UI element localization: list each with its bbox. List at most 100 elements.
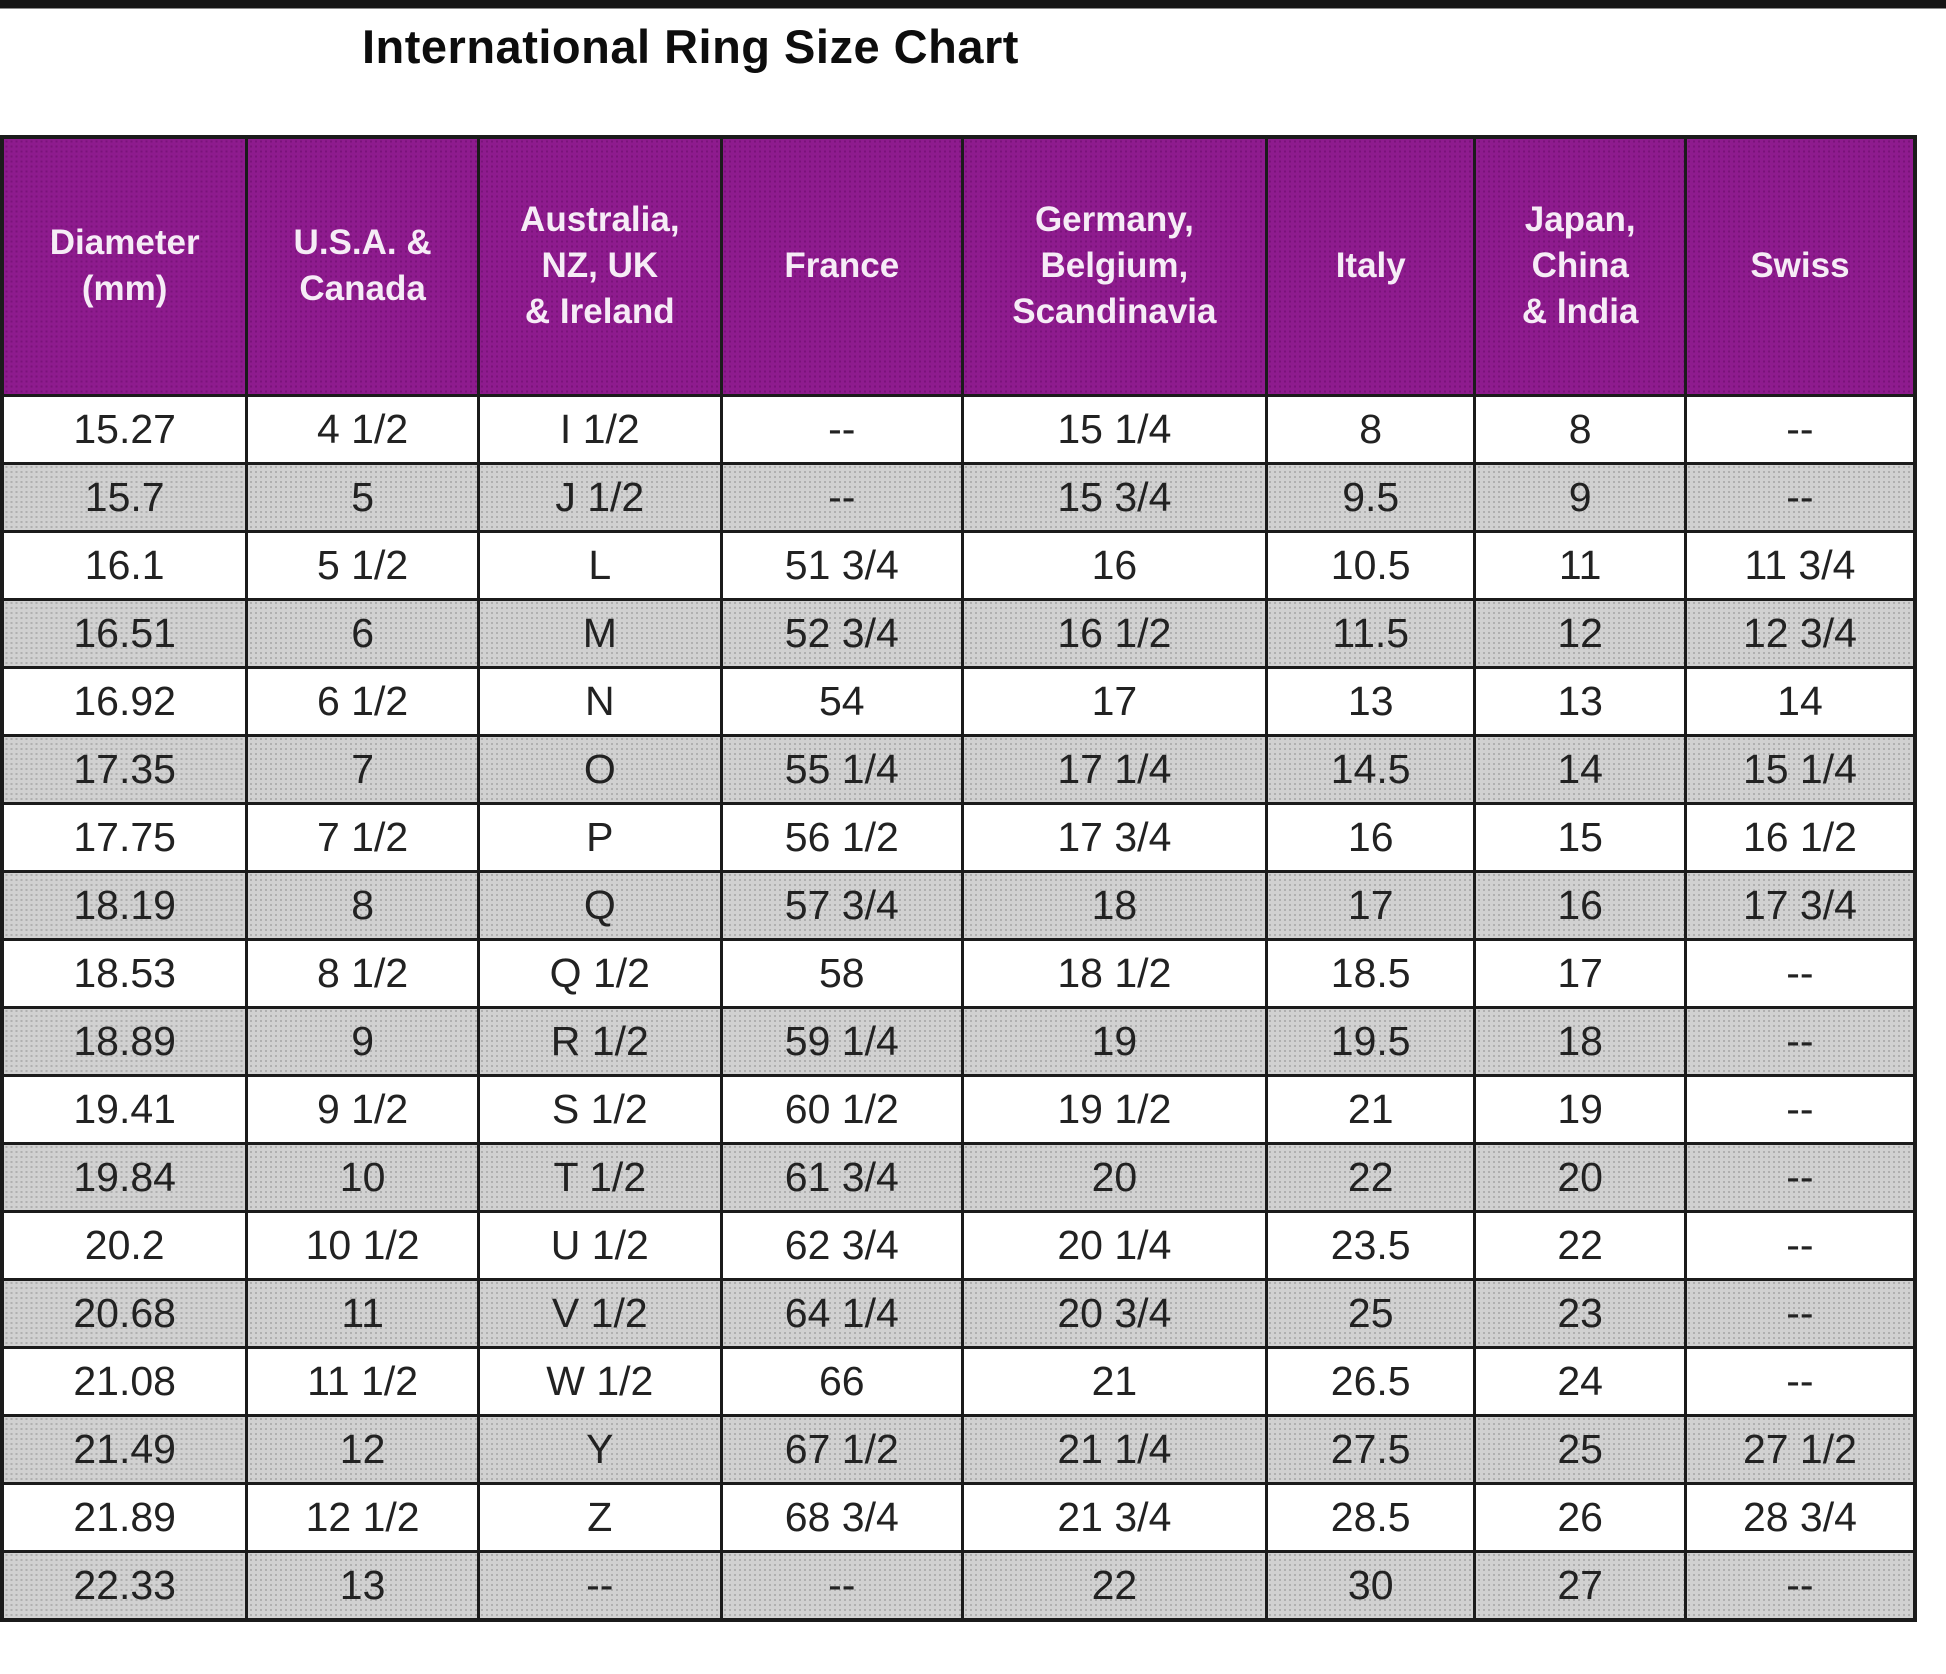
cell: 5 1/2 xyxy=(245,529,480,601)
cell: -- xyxy=(1683,937,1917,1009)
cell: 22 xyxy=(1264,1141,1477,1213)
cell: 15 3/4 xyxy=(960,461,1268,533)
cell: 17 xyxy=(1264,869,1477,941)
cell: 56 1/2 xyxy=(719,801,964,873)
cell: -- xyxy=(1683,1549,1917,1622)
cell: 17.75 xyxy=(0,801,249,873)
cell: 64 1/4 xyxy=(719,1277,964,1349)
cell: 21 1/4 xyxy=(960,1413,1268,1485)
cell: 10 1/2 xyxy=(245,1209,480,1281)
top-black-bar xyxy=(0,0,1946,9)
cell: 21.89 xyxy=(0,1481,249,1553)
cell: 20 1/4 xyxy=(960,1209,1268,1281)
cell: P xyxy=(476,801,723,873)
cell: 17.35 xyxy=(0,733,249,805)
cell: 62 3/4 xyxy=(719,1209,964,1281)
cell: 20 xyxy=(960,1141,1268,1213)
cell: L xyxy=(476,529,723,601)
cell: 67 1/2 xyxy=(719,1413,964,1485)
cell: 20.68 xyxy=(0,1277,249,1349)
table-row: 16.92 6 1/2 N 54 17 13 13 14 xyxy=(0,665,1917,737)
cell: 10 xyxy=(245,1141,480,1213)
cell: 18.53 xyxy=(0,937,249,1009)
cell: W 1/2 xyxy=(476,1345,723,1417)
cell: 12 xyxy=(245,1413,480,1485)
cell: -- xyxy=(476,1549,723,1622)
table-row: 15.27 4 1/2 I 1/2 -- 15 1/4 8 8 -- xyxy=(0,393,1917,465)
cell: Q xyxy=(476,869,723,941)
cell: 15 1/4 xyxy=(960,393,1268,465)
cell: I 1/2 xyxy=(476,393,723,465)
cell: 17 1/4 xyxy=(960,733,1268,805)
header-cell-france: France xyxy=(719,135,964,397)
cell: 18.89 xyxy=(0,1005,249,1077)
cell: 16.1 xyxy=(0,529,249,601)
cell: 13 xyxy=(1473,665,1687,737)
cell: 18 1/2 xyxy=(960,937,1268,1009)
cell: -- xyxy=(1683,393,1917,465)
cell: 19 xyxy=(960,1005,1268,1077)
cell: 9 xyxy=(245,1005,480,1077)
cell: 14 xyxy=(1473,733,1687,805)
cell: 15.7 xyxy=(0,461,249,533)
table-row: 17.35 7 O 55 1/4 17 1/4 14.5 14 15 1/4 xyxy=(0,733,1917,805)
cell: 19.5 xyxy=(1264,1005,1477,1077)
cell: 15 1/4 xyxy=(1683,733,1917,805)
cell: 6 1/2 xyxy=(245,665,480,737)
cell: 60 1/2 xyxy=(719,1073,964,1145)
cell: 16 xyxy=(960,529,1268,601)
cell: 7 1/2 xyxy=(245,801,480,873)
cell: 52 3/4 xyxy=(719,597,964,669)
cell: S 1/2 xyxy=(476,1073,723,1145)
cell: 8 xyxy=(245,869,480,941)
table-row: 21.49 12 Y 67 1/2 21 1/4 27.5 25 27 1/2 xyxy=(0,1413,1917,1485)
cell: 18 xyxy=(1473,1005,1687,1077)
cell: 11 1/2 xyxy=(245,1345,480,1417)
cell: 17 xyxy=(960,665,1268,737)
header-cell-australia-nz-uk-ireland: Australia, NZ, UK & Ireland xyxy=(476,135,723,397)
cell: 68 3/4 xyxy=(719,1481,964,1553)
cell: 20.2 xyxy=(0,1209,249,1281)
cell: 11 xyxy=(245,1277,480,1349)
cell: 23.5 xyxy=(1264,1209,1477,1281)
cell: U 1/2 xyxy=(476,1209,723,1281)
table-row: 17.75 7 1/2 P 56 1/2 17 3/4 16 15 16 1/2 xyxy=(0,801,1917,873)
table-body: 15.27 4 1/2 I 1/2 -- 15 1/4 8 8 -- 15.7 5 J 1/2 -- 1… xyxy=(0,393,1917,1622)
header-cell-diameter: Diameter (mm) xyxy=(0,135,249,397)
cell: 9 1/2 xyxy=(245,1073,480,1145)
cell: O xyxy=(476,733,723,805)
cell: 6 xyxy=(245,597,480,669)
table-row: 18.89 9 R 1/2 59 1/4 19 19.5 18 -- xyxy=(0,1005,1917,1077)
cell: T 1/2 xyxy=(476,1141,723,1213)
cell: 57 3/4 xyxy=(719,869,964,941)
cell: 20 3/4 xyxy=(960,1277,1268,1349)
cell: 21.49 xyxy=(0,1413,249,1485)
cell: 51 3/4 xyxy=(719,529,964,601)
cell: 18.19 xyxy=(0,869,249,941)
cell: 17 3/4 xyxy=(960,801,1268,873)
cell: -- xyxy=(1683,1277,1917,1349)
cell: 16.51 xyxy=(0,597,249,669)
cell: 19 xyxy=(1473,1073,1687,1145)
cell: 55 1/4 xyxy=(719,733,964,805)
cell: 24 xyxy=(1473,1345,1687,1417)
cell: 66 xyxy=(719,1345,964,1417)
cell: 21 3/4 xyxy=(960,1481,1268,1553)
cell: 25 xyxy=(1264,1277,1477,1349)
cell: 21.08 xyxy=(0,1345,249,1417)
table-row: 16.1 5 1/2 L 51 3/4 16 10.5 11 11 3/4 xyxy=(0,529,1917,601)
cell: 9.5 xyxy=(1264,461,1477,533)
cell: 14 xyxy=(1683,665,1917,737)
table-row: 16.51 6 M 52 3/4 16 1/2 11.5 12 12 3/4 xyxy=(0,597,1917,669)
cell: 12 3/4 xyxy=(1683,597,1917,669)
cell: 15 xyxy=(1473,801,1687,873)
cell: -- xyxy=(1683,1345,1917,1417)
cell: M xyxy=(476,597,723,669)
table-row: 21.08 11 1/2 W 1/2 66 21 26.5 24 -- xyxy=(0,1345,1917,1417)
cell: 17 3/4 xyxy=(1683,869,1917,941)
cell: 9 xyxy=(1473,461,1687,533)
cell: 22.33 xyxy=(0,1549,249,1622)
cell: 15.27 xyxy=(0,393,249,465)
cell: 19 1/2 xyxy=(960,1073,1268,1145)
table-row: 19.84 10 T 1/2 61 3/4 20 22 20 -- xyxy=(0,1141,1917,1213)
